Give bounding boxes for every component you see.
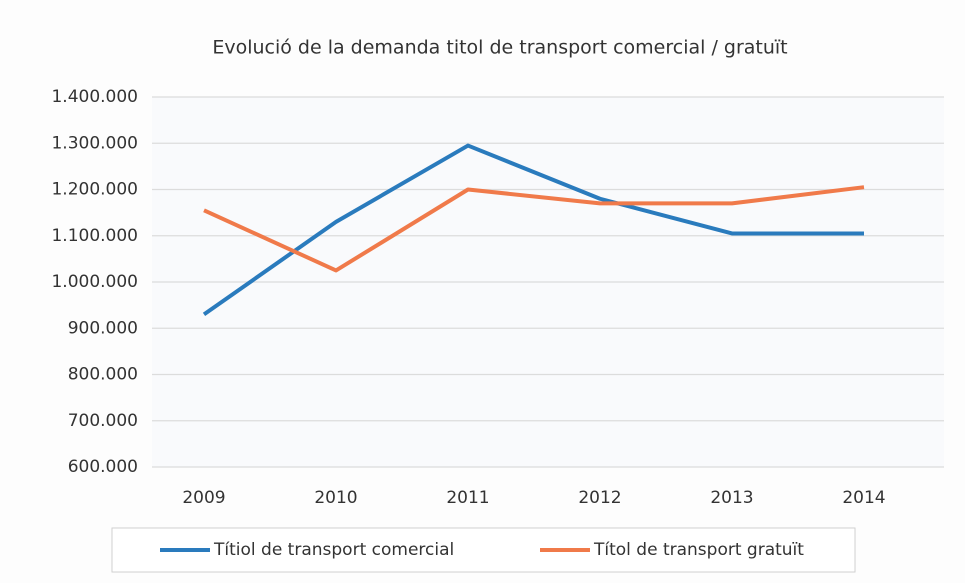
y-tick-label: 800.000 bbox=[68, 365, 138, 385]
y-tick-label: 1.200.000 bbox=[51, 180, 138, 200]
y-tick-label: 1.000.000 bbox=[51, 272, 138, 292]
y-tick-label: 1.100.000 bbox=[51, 226, 138, 246]
x-tick-label: 2012 bbox=[578, 488, 621, 508]
legend-box bbox=[111, 527, 856, 573]
x-tick-label: 2010 bbox=[314, 488, 357, 508]
chart-title: Evolució de la demanda titol de transpor… bbox=[212, 37, 787, 59]
y-tick-label: 600.000 bbox=[68, 457, 138, 477]
series-line bbox=[202, 143, 864, 317]
x-tick-label: 2009 bbox=[182, 488, 225, 508]
y-tick-label: 900.000 bbox=[68, 318, 138, 338]
y-tick-label: 1.300.000 bbox=[51, 133, 138, 153]
legend-label: Títiol de transport comercial bbox=[213, 540, 454, 560]
x-tick-label: 2013 bbox=[710, 488, 753, 508]
legend-label: Títol de transport gratuït bbox=[593, 540, 804, 560]
series-line bbox=[203, 185, 865, 273]
x-tick-label: 2014 bbox=[842, 488, 885, 508]
y-tick-label: 700.000 bbox=[68, 411, 138, 431]
x-tick-label: 2011 bbox=[446, 488, 489, 508]
y-tick-label: 1.400.000 bbox=[51, 87, 138, 107]
